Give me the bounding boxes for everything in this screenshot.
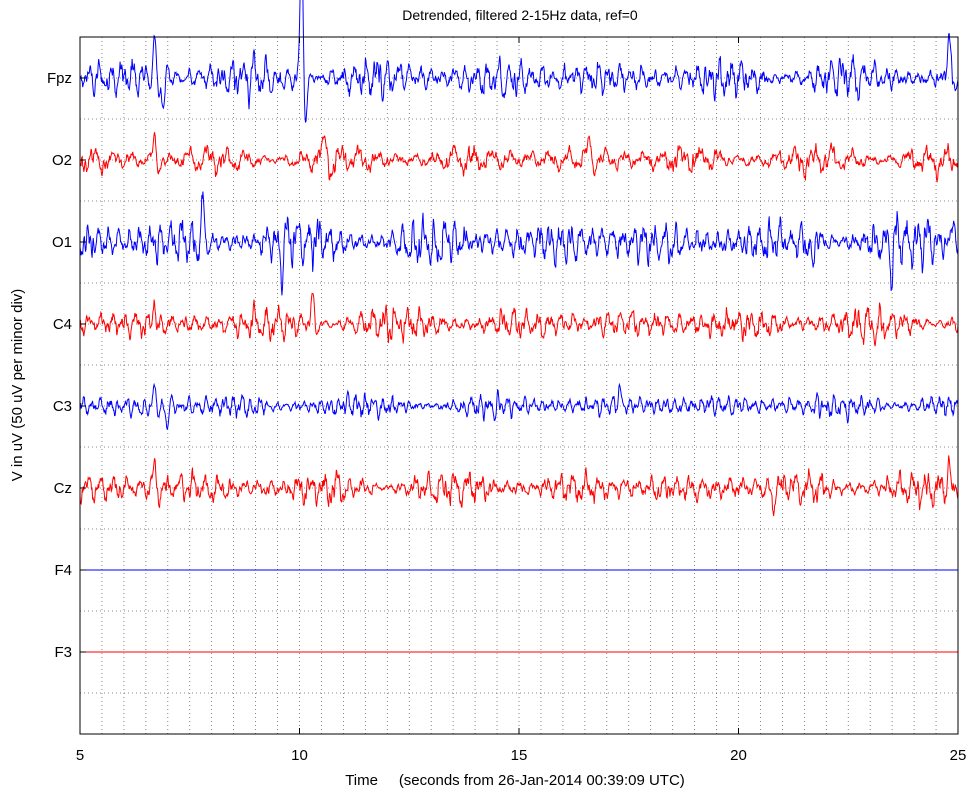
trace-c3 <box>79 382 959 430</box>
channel-label-cz: Cz <box>54 480 72 497</box>
x-tick-label: 20 <box>730 747 747 764</box>
x-tick-labels: 5 10 15 20 25 <box>76 37 967 764</box>
channel-label-fpz: Fpz <box>47 70 72 87</box>
x-tick-label: 15 <box>511 747 528 764</box>
channel-label-f3: F3 <box>54 644 72 661</box>
trace-o2 <box>79 132 959 184</box>
y-axis-label: V in uV (50 uV per minor div) <box>9 289 26 482</box>
x-tick-label: 25 <box>950 747 967 764</box>
channel-label-f4: F4 <box>54 562 72 579</box>
channel-label-o1: O1 <box>52 234 72 251</box>
channel-label-o2: O2 <box>52 152 72 169</box>
channel-label-c4: C4 <box>53 316 72 333</box>
x-tick-label: 10 <box>291 747 308 764</box>
trace-fpz <box>79 0 959 123</box>
chart-title: Detrended, filtered 2-15Hz data, ref=0 <box>402 7 638 23</box>
x-axis-label: Time (seconds from 26-Jan-2014 00:39:09 … <box>345 772 685 789</box>
traces <box>79 0 959 653</box>
x-tick-label: 5 <box>76 747 84 764</box>
trace-o1 <box>79 191 959 296</box>
trace-c4 <box>79 292 959 347</box>
grid <box>80 37 958 734</box>
trace-cz <box>79 455 959 517</box>
channel-labels: Fpz O2 O1 C4 C3 Cz F4 F3 <box>47 70 86 661</box>
channel-label-c3: C3 <box>53 398 72 415</box>
